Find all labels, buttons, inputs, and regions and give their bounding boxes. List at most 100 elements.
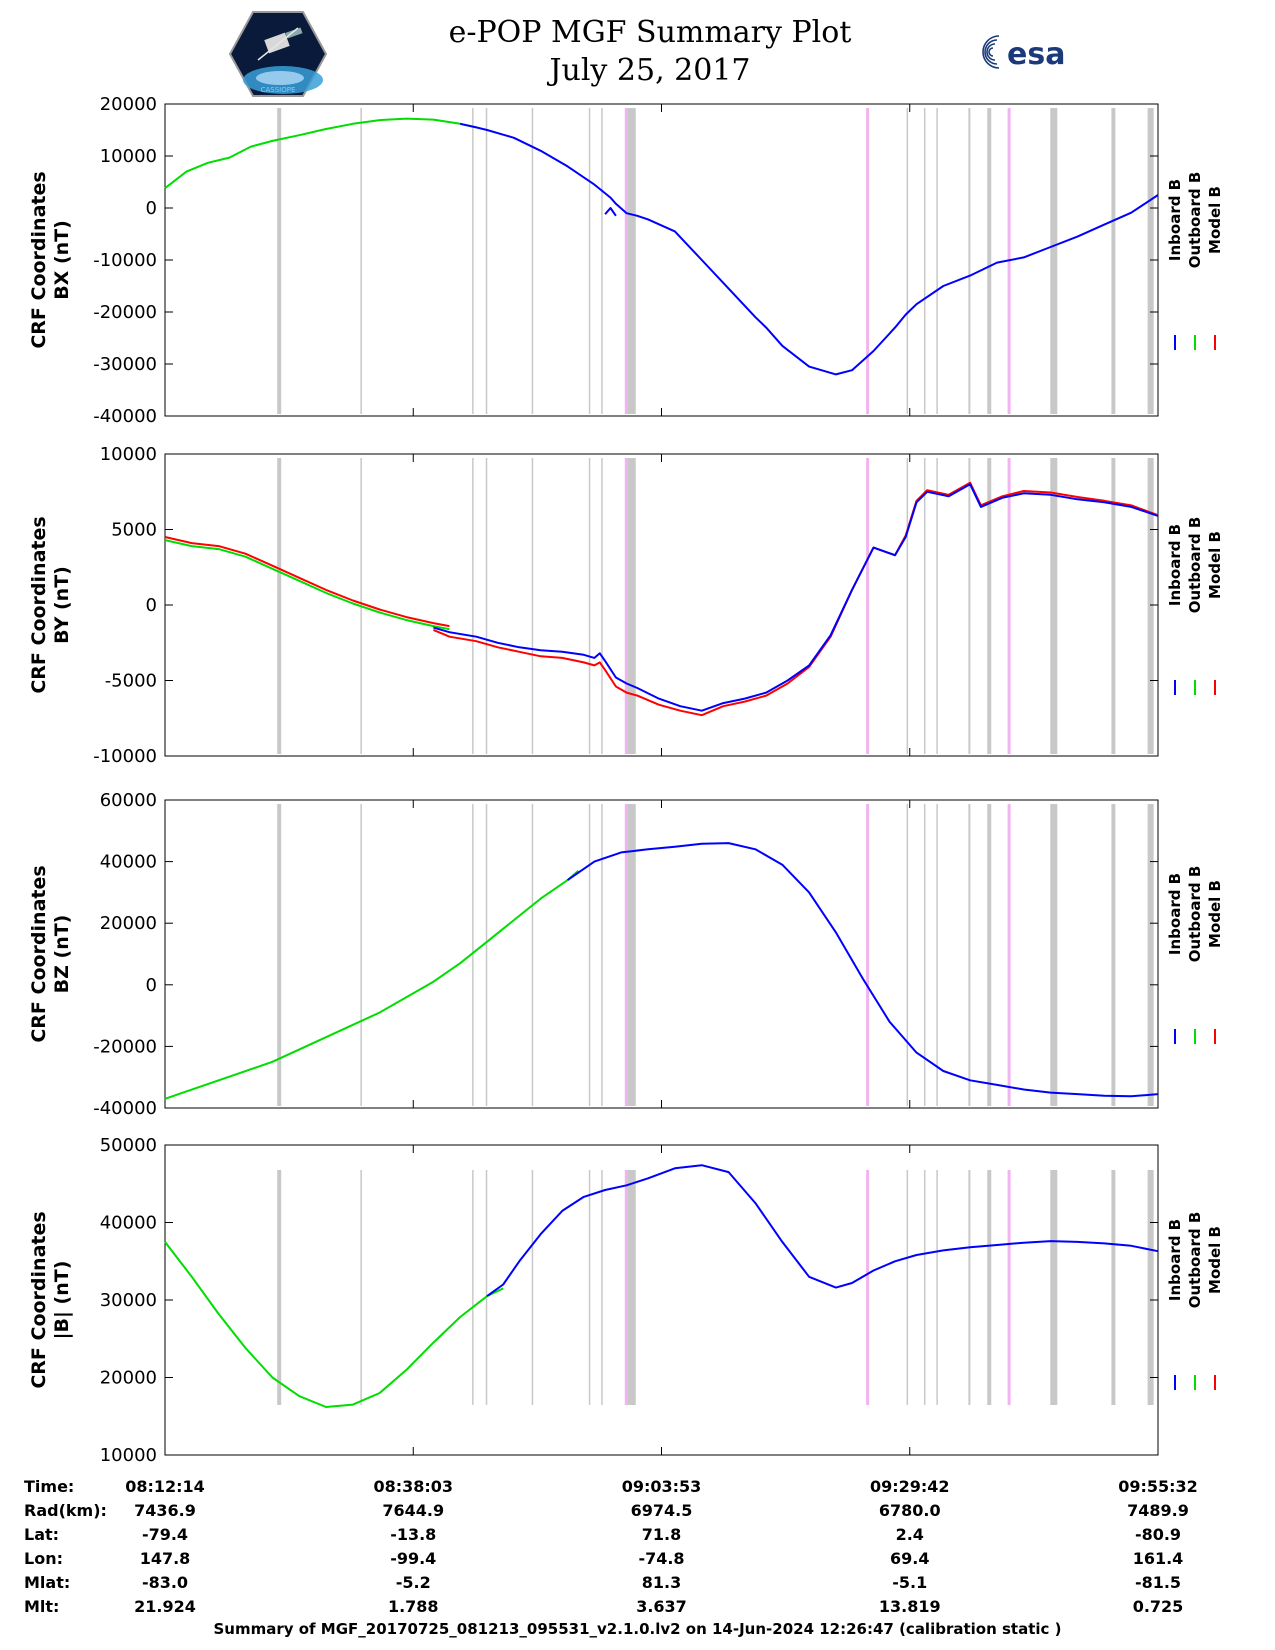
y-axis-label: CRF Coordinates: [28, 171, 50, 348]
gap-band: [987, 804, 992, 1106]
gap-band: [1147, 1170, 1154, 1405]
gap-band: [866, 458, 870, 754]
legend-entry-label: Model B: [1206, 186, 1224, 254]
gap-band: [1050, 804, 1058, 1106]
gap-band: [531, 108, 534, 414]
y-axis-label: CRF Coordinates: [28, 516, 50, 693]
info-cell-value: 13.819: [879, 1597, 941, 1616]
gap-band: [601, 804, 603, 1106]
info-cell-value: 81.3: [642, 1573, 681, 1592]
info-cell-value: 147.8: [140, 1549, 191, 1568]
gap-band: [936, 1170, 938, 1405]
info-cell-value: 6780.0: [879, 1501, 941, 1520]
gap-band: [906, 804, 909, 1106]
info-cell-value: 21.924: [134, 1597, 196, 1616]
y-tick-label: 20000: [100, 913, 157, 934]
gap-band: [472, 458, 474, 754]
info-cell-value: 3.637: [636, 1597, 687, 1616]
legend-entry-label: Inboard B: [1166, 873, 1184, 955]
gap-band: [485, 458, 488, 754]
legend-entry-label: Outboard B: [1186, 866, 1204, 963]
footer-summary: Summary of MGF_20170725_081213_095531_v2…: [213, 1620, 1062, 1638]
info-row-label: Lon:: [24, 1549, 63, 1568]
gap-band: [588, 1170, 591, 1405]
series-outboard-line: [164, 870, 579, 1100]
series-inboard-line: [486, 1164, 1159, 1297]
gap-band: [936, 804, 938, 1106]
gap-band: [1007, 804, 1011, 1106]
info-cell-value: 7489.9: [1127, 1501, 1189, 1520]
gap-band: [968, 804, 971, 1106]
info-cell-value: 6974.5: [631, 1501, 693, 1520]
y-tick-label: -10000: [93, 746, 157, 767]
gap-band: [277, 1170, 282, 1405]
legend-entry-label: Outboard B: [1186, 172, 1204, 269]
series-inboard-line: [567, 842, 1159, 1098]
y-tick-label: -40000: [93, 406, 157, 427]
legend-entry-label: Outboard B: [1186, 517, 1204, 614]
y-tick-label: -10000: [93, 250, 157, 271]
y-axis-label: BX (nT): [51, 220, 73, 300]
gap-band: [906, 108, 909, 414]
gap-band: [987, 108, 992, 414]
series-outboard-line: [164, 539, 450, 631]
y-tick-label: 60000: [100, 790, 157, 811]
info-cell-value: 1.788: [388, 1597, 439, 1616]
gap-band: [277, 804, 282, 1106]
gap-band: [906, 1170, 909, 1405]
panel-3: 60000 40000 20000 0 -20000 -40000 CRF Coordina…: [28, 790, 1224, 1119]
gap-band: [1050, 458, 1058, 754]
gap-band: [1050, 1170, 1058, 1405]
y-tick-label: -5000: [105, 671, 157, 692]
series-outboard-line: [164, 117, 477, 189]
info-cell-value: -13.8: [390, 1525, 436, 1544]
legend-entry-label: Model B: [1206, 880, 1224, 948]
gap-band: [1147, 458, 1154, 754]
esa-logo-text: esa: [1007, 37, 1065, 72]
y-tick-label: 5000: [111, 520, 157, 541]
gap-band: [923, 1170, 926, 1405]
plot-title: e-POP MGF Summary Plot July 25, 2017: [380, 14, 920, 90]
gap-band: [627, 804, 636, 1106]
info-row-label: Mlat:: [24, 1573, 70, 1592]
gap-band: [923, 458, 926, 754]
info-cell-value: -74.8: [638, 1549, 684, 1568]
y-tick-label: 10000: [100, 444, 157, 465]
legend-entry-label: Inboard B: [1166, 1219, 1184, 1301]
gap-band: [1111, 804, 1116, 1106]
info-cell-value: 2.4: [896, 1525, 924, 1544]
gap-band: [906, 458, 909, 754]
gap-band: [968, 1170, 971, 1405]
gap-band: [1147, 108, 1154, 414]
gap-band: [588, 108, 591, 414]
logo-caption: CASSIOPE: [261, 86, 296, 94]
y-tick-label: 40000: [100, 1213, 157, 1234]
info-cell-value: -81.5: [1135, 1573, 1181, 1592]
info-cell-value: 09:29:42: [870, 1477, 950, 1496]
info-cell-value: 161.4: [1133, 1549, 1184, 1568]
info-cell-value: -83.0: [142, 1573, 188, 1592]
gap-band: [968, 108, 971, 414]
info-cell-value: 09:03:53: [622, 1477, 702, 1496]
y-axis-label: CRF Coordinates: [28, 865, 50, 1042]
gap-band: [866, 1170, 870, 1405]
gap-band: [923, 108, 926, 414]
gap-band: [601, 108, 603, 414]
info-cell-value: 71.8: [642, 1525, 681, 1544]
gap-band: [1007, 1170, 1011, 1405]
gap-band: [627, 458, 636, 754]
gap-band: [277, 458, 282, 754]
info-cell-value: 7436.9: [134, 1501, 196, 1520]
gap-band: [1111, 458, 1116, 754]
title-line2: July 25, 2017: [549, 53, 751, 88]
gap-band: [360, 108, 362, 414]
gap-band: [601, 1170, 603, 1405]
gap-band: [531, 1170, 534, 1405]
gap-band: [472, 108, 474, 414]
series-inboard-line: [459, 122, 1159, 376]
info-cell-value: -79.4: [142, 1525, 188, 1544]
gap-band: [624, 1170, 629, 1405]
gap-band: [923, 804, 926, 1106]
y-tick-label: 0: [146, 595, 157, 616]
